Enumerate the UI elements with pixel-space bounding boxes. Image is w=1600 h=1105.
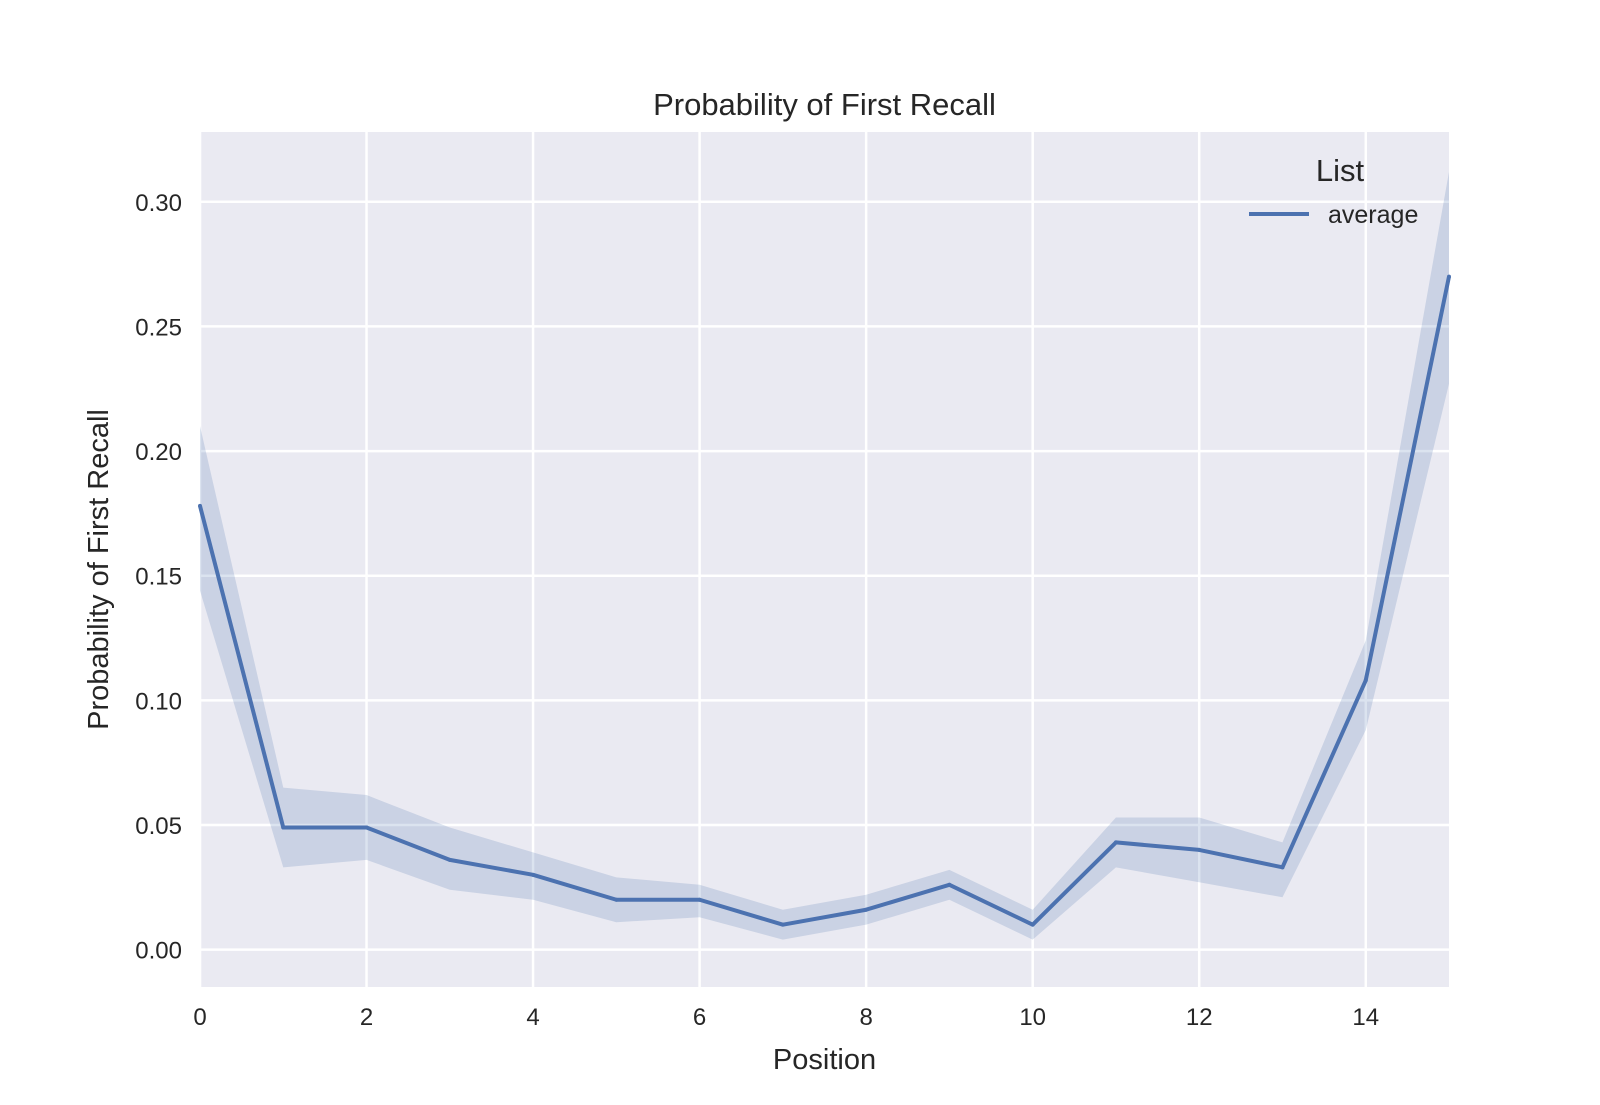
y-tick-label: 0.20 bbox=[135, 439, 182, 466]
x-tick-label: 12 bbox=[1186, 1004, 1213, 1031]
data-point bbox=[1197, 847, 1202, 852]
data-point bbox=[947, 882, 952, 887]
confidence-band-layer bbox=[200, 171, 1449, 940]
data-point bbox=[614, 897, 619, 902]
x-tick-label: 8 bbox=[859, 1004, 872, 1031]
data-point bbox=[1030, 922, 1035, 927]
y-tick-label: 0.30 bbox=[135, 190, 182, 217]
x-tick-label: 14 bbox=[1352, 1004, 1379, 1031]
series-line-layer bbox=[198, 274, 1451, 927]
data-point bbox=[1447, 274, 1451, 279]
data-point bbox=[1113, 840, 1118, 845]
data-point bbox=[531, 872, 536, 877]
data-point bbox=[697, 897, 702, 902]
x-tick-label: 0 bbox=[193, 1004, 206, 1031]
x-tick-label: 2 bbox=[360, 1004, 373, 1031]
x-tick-label: 4 bbox=[526, 1004, 539, 1031]
y-tick-label: 0.00 bbox=[135, 938, 182, 965]
legend-label-average: average bbox=[1328, 201, 1418, 229]
y-tick-label: 0.25 bbox=[135, 314, 182, 341]
y-tick-label: 0.10 bbox=[135, 688, 182, 715]
x-axis-title: Position bbox=[773, 1044, 876, 1076]
data-point bbox=[780, 922, 785, 927]
y-tick-labels: 0.00 0.05 0.10 0.15 0.20 0.25 0.30 bbox=[135, 190, 182, 965]
y-tick-label: 0.15 bbox=[135, 564, 182, 591]
legend-title: List bbox=[1316, 153, 1365, 188]
series-line-average bbox=[198, 276, 1451, 927]
y-tick-label: 0.05 bbox=[135, 813, 182, 840]
data-point bbox=[198, 503, 202, 508]
data-point bbox=[364, 825, 369, 830]
legend: List average bbox=[1249, 153, 1418, 229]
x-tick-label: 6 bbox=[693, 1004, 706, 1031]
chart-title: Probability of First Recall bbox=[653, 87, 996, 122]
data-point bbox=[281, 825, 286, 830]
y-axis-title: Probability of First Recall bbox=[83, 409, 115, 730]
data-point bbox=[1280, 865, 1285, 870]
x-tick-labels: 0 2 4 6 8 10 12 14 bbox=[193, 1004, 1379, 1031]
grid-lines bbox=[198, 132, 1449, 987]
data-point bbox=[447, 857, 452, 862]
data-point bbox=[1363, 678, 1368, 683]
x-tick-label: 10 bbox=[1019, 1004, 1046, 1031]
confidence-band-average bbox=[200, 171, 1449, 940]
data-point bbox=[864, 907, 869, 912]
